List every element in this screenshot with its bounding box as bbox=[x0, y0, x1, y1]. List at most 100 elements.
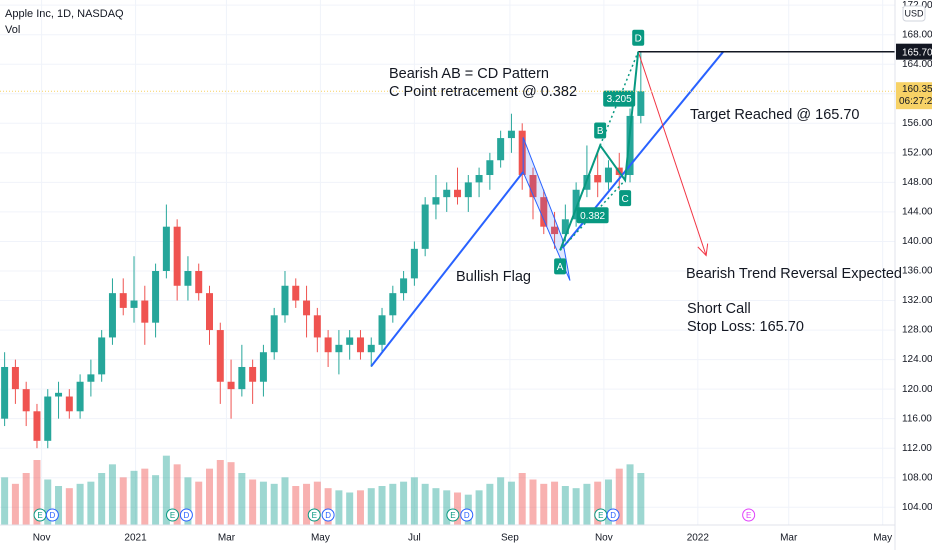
event-marker bbox=[742, 508, 756, 522]
event-label: D bbox=[49, 511, 55, 520]
volume-bar bbox=[195, 481, 203, 525]
candle-body bbox=[507, 130, 515, 139]
volume-bar bbox=[173, 464, 181, 525]
volume-bar bbox=[44, 479, 52, 525]
volume-bar bbox=[410, 477, 418, 525]
candle-body bbox=[486, 160, 494, 175]
volume-bar bbox=[561, 486, 569, 525]
event-marker bbox=[446, 508, 460, 522]
candle-body bbox=[216, 330, 224, 382]
volume-bar bbox=[400, 481, 408, 525]
event-label: D bbox=[184, 511, 190, 520]
candle-body bbox=[249, 366, 257, 382]
point-label: B bbox=[597, 126, 604, 137]
x-tick-label: May bbox=[873, 533, 892, 544]
candle-body bbox=[346, 337, 354, 345]
candle-body bbox=[22, 389, 30, 412]
candle-body bbox=[454, 189, 462, 198]
volume-bar bbox=[626, 464, 634, 525]
candle-body bbox=[141, 300, 149, 323]
candle-body bbox=[87, 374, 95, 382]
volume-bar bbox=[238, 473, 246, 525]
candle-body bbox=[604, 167, 612, 183]
candle-body bbox=[259, 352, 267, 382]
y-tick-label: 116.00 bbox=[902, 413, 932, 424]
point-label: D bbox=[635, 33, 642, 44]
volume-bar bbox=[346, 492, 354, 525]
candle-body bbox=[184, 270, 192, 286]
volume-bar bbox=[206, 468, 214, 525]
x-tick-label: Nov bbox=[33, 533, 51, 544]
candle-body bbox=[33, 411, 41, 441]
volume-bar bbox=[130, 470, 138, 525]
annotation: Target Reached @ 165.70 bbox=[690, 107, 860, 123]
target-box bbox=[896, 43, 932, 60]
grid-layer bbox=[0, 0, 895, 525]
volume-bar bbox=[389, 483, 397, 525]
volume-bar bbox=[259, 481, 267, 525]
candle-body bbox=[432, 197, 440, 205]
event-label: E bbox=[37, 511, 42, 520]
candle-body bbox=[1, 366, 9, 419]
arrow-line bbox=[637, 51, 707, 256]
point-label: A bbox=[557, 262, 564, 273]
y-tick-label: 164.00 bbox=[902, 59, 932, 70]
event-label: E bbox=[170, 511, 175, 520]
event-label: D bbox=[464, 511, 470, 520]
candle-body bbox=[400, 278, 408, 294]
volume-bar bbox=[443, 490, 451, 525]
candle-body bbox=[626, 115, 634, 175]
y-tick-label: 172.00 bbox=[902, 0, 932, 11]
candle-body bbox=[55, 392, 63, 397]
candle-body bbox=[551, 226, 559, 235]
candle-body bbox=[561, 219, 569, 235]
candle-body bbox=[335, 344, 343, 353]
volume-bar bbox=[249, 479, 257, 525]
candle-body bbox=[421, 204, 429, 249]
y-tick-label: 152.00 bbox=[902, 147, 932, 158]
candle-body bbox=[378, 315, 386, 345]
y-tick-label: 132.00 bbox=[902, 295, 932, 306]
volume-bar bbox=[540, 483, 548, 525]
volume-bar bbox=[33, 460, 41, 525]
y-tick-label: 136.00 bbox=[902, 266, 932, 277]
y-tick-label: 104.00 bbox=[902, 502, 932, 513]
candle-body bbox=[152, 270, 160, 323]
volume-bar bbox=[162, 455, 170, 525]
event-marker bbox=[166, 508, 180, 522]
candle-body bbox=[303, 300, 311, 316]
y-tick-label: 124.00 bbox=[902, 354, 932, 365]
symbol-title: Apple Inc, 1D, NASDAQ bbox=[5, 8, 124, 20]
volume-bar bbox=[281, 477, 289, 525]
volume-bar bbox=[292, 486, 300, 525]
point-label-box bbox=[619, 190, 632, 207]
candle-layer bbox=[1, 51, 645, 449]
annotation: C Point retracement @ 0.382 bbox=[389, 84, 577, 100]
volume-bar bbox=[518, 473, 526, 525]
point-label-box bbox=[594, 122, 607, 139]
candle-body bbox=[356, 337, 364, 353]
volume-bar bbox=[227, 462, 235, 525]
candle-body bbox=[281, 285, 289, 316]
candle-body bbox=[367, 344, 375, 353]
annotation: Bearish Trend Reversal Expected bbox=[686, 266, 902, 282]
abcd-line bbox=[559, 51, 640, 251]
abcd-ratio-line bbox=[559, 179, 626, 251]
arrow-head bbox=[697, 243, 709, 257]
last-price-box bbox=[896, 82, 932, 110]
event-marker bbox=[460, 508, 474, 522]
volume-bar bbox=[76, 483, 84, 525]
x-tick-label: Jul bbox=[408, 533, 421, 544]
candle-body bbox=[410, 248, 418, 279]
point-label-box bbox=[632, 29, 645, 46]
event-label: D bbox=[610, 511, 616, 520]
candle-body bbox=[475, 175, 483, 183]
candle-body bbox=[324, 337, 332, 353]
y-tick-label: 144.00 bbox=[902, 207, 932, 218]
point-label: C bbox=[621, 194, 628, 205]
volume-bar bbox=[497, 477, 505, 525]
volume-bar bbox=[356, 490, 364, 525]
candle-body bbox=[130, 300, 138, 308]
event-label: D bbox=[325, 511, 331, 520]
currency-label: USD bbox=[904, 8, 924, 18]
